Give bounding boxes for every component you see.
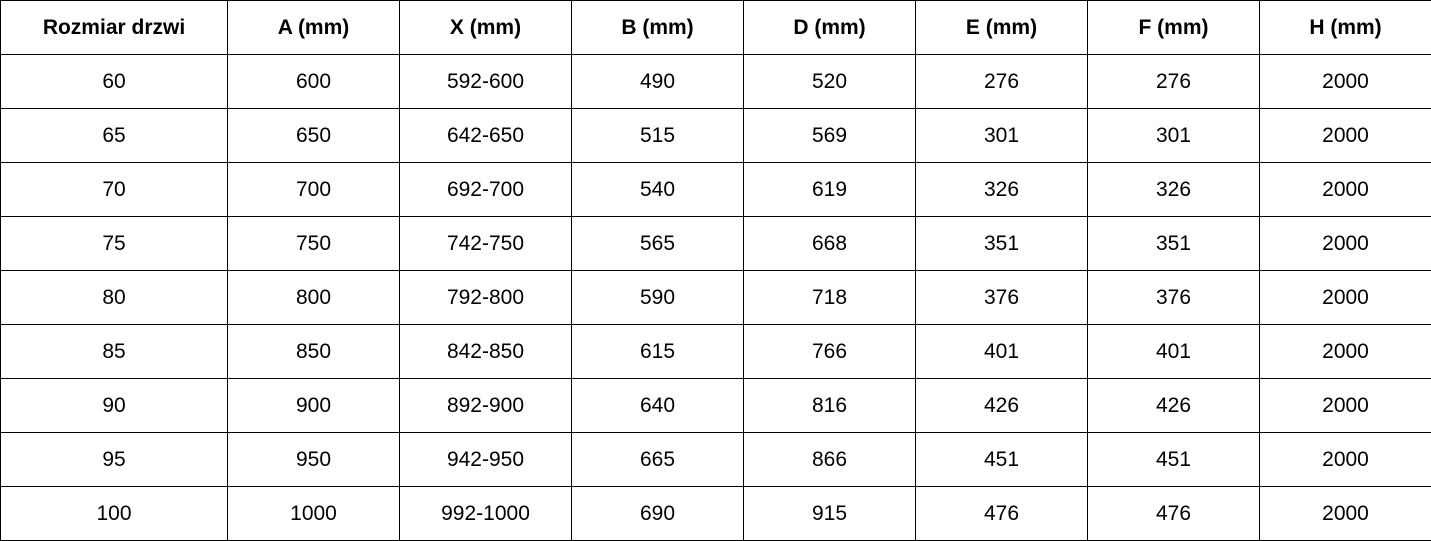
table-cell: 100 [0, 486, 228, 541]
table-row: 70 700 692-700 540 619 326 326 2000 [0, 162, 1431, 217]
table-cell: 2000 [1259, 162, 1431, 217]
table-cell: 451 [915, 432, 1088, 487]
table-cell: 816 [743, 378, 916, 433]
table-row: 100 1000 992-1000 690 915 476 476 2000 [0, 486, 1431, 541]
table-cell: 476 [915, 486, 1088, 541]
table-cell: 2000 [1259, 270, 1431, 325]
table-cell: 85 [0, 324, 228, 379]
column-header: Rozmiar drzwi [0, 0, 228, 55]
table-row: 95 950 942-950 665 866 451 451 2000 [0, 432, 1431, 487]
column-header: F (mm) [1087, 0, 1260, 55]
table-cell: 426 [915, 378, 1088, 433]
table-cell: 900 [227, 378, 400, 433]
table-cell: 70 [0, 162, 228, 217]
table-cell: 301 [1087, 108, 1260, 163]
table-cell: 992-1000 [399, 486, 572, 541]
table-cell: 750 [227, 216, 400, 271]
table-cell: 700 [227, 162, 400, 217]
table-cell: 592-600 [399, 54, 572, 109]
table-cell: 351 [1087, 216, 1260, 271]
column-header: A (mm) [227, 0, 400, 55]
table-cell: 326 [1087, 162, 1260, 217]
table-cell: 376 [1087, 270, 1260, 325]
table-cell: 65 [0, 108, 228, 163]
table-cell: 642-650 [399, 108, 572, 163]
table-cell: 540 [571, 162, 744, 217]
table-cell: 565 [571, 216, 744, 271]
table-row: 65 650 642-650 515 569 301 301 2000 [0, 108, 1431, 163]
table-cell: 590 [571, 270, 744, 325]
table-cell: 1000 [227, 486, 400, 541]
table-cell: 650 [227, 108, 400, 163]
table-cell: 301 [915, 108, 1088, 163]
table-row: 90 900 892-900 640 816 426 426 2000 [0, 378, 1431, 433]
table-cell: 2000 [1259, 378, 1431, 433]
table-cell: 451 [1087, 432, 1260, 487]
table-cell: 866 [743, 432, 916, 487]
column-header: D (mm) [743, 0, 916, 55]
table-cell: 351 [915, 216, 1088, 271]
table-row: 80 800 792-800 590 718 376 376 2000 [0, 270, 1431, 325]
table-cell: 742-750 [399, 216, 572, 271]
table-row: 60 600 592-600 490 520 276 276 2000 [0, 54, 1431, 109]
table-cell: 2000 [1259, 108, 1431, 163]
header-row: Rozmiar drzwi A (mm) X (mm) B (mm) D (mm) E (… [0, 0, 1431, 55]
table-cell: 401 [1087, 324, 1260, 379]
table-cell: 668 [743, 216, 916, 271]
table-cell: 60 [0, 54, 228, 109]
table-cell: 490 [571, 54, 744, 109]
table-cell: 800 [227, 270, 400, 325]
table-cell: 276 [1087, 54, 1260, 109]
table-cell: 718 [743, 270, 916, 325]
table-cell: 600 [227, 54, 400, 109]
table-cell: 569 [743, 108, 916, 163]
column-header: B (mm) [571, 0, 744, 55]
column-header: E (mm) [915, 0, 1088, 55]
table-cell: 2000 [1259, 324, 1431, 379]
table-cell: 615 [571, 324, 744, 379]
table-cell: 90 [0, 378, 228, 433]
table-cell: 276 [915, 54, 1088, 109]
table-cell: 942-950 [399, 432, 572, 487]
table-cell: 915 [743, 486, 916, 541]
table-cell: 80 [0, 270, 228, 325]
table-cell: 2000 [1259, 486, 1431, 541]
table-cell: 476 [1087, 486, 1260, 541]
table-cell: 401 [915, 324, 1088, 379]
table-cell: 619 [743, 162, 916, 217]
table-cell: 515 [571, 108, 744, 163]
table-cell: 850 [227, 324, 400, 379]
table-row: 75 750 742-750 565 668 351 351 2000 [0, 216, 1431, 271]
table-cell: 690 [571, 486, 744, 541]
table-cell: 692-700 [399, 162, 572, 217]
table-cell: 2000 [1259, 432, 1431, 487]
table-cell: 792-800 [399, 270, 572, 325]
table-cell: 2000 [1259, 54, 1431, 109]
table-cell: 520 [743, 54, 916, 109]
table-cell: 2000 [1259, 216, 1431, 271]
table-cell: 892-900 [399, 378, 572, 433]
table-row: 85 850 842-850 615 766 401 401 2000 [0, 324, 1431, 379]
column-header: X (mm) [399, 0, 572, 55]
table-cell: 95 [0, 432, 228, 487]
table-body: 60 600 592-600 490 520 276 276 2000 65 650 642-650… [0, 54, 1431, 541]
table-cell: 766 [743, 324, 916, 379]
table-cell: 640 [571, 378, 744, 433]
table-cell: 376 [915, 270, 1088, 325]
table-cell: 950 [227, 432, 400, 487]
table-cell: 665 [571, 432, 744, 487]
table-cell: 75 [0, 216, 228, 271]
column-header: H (mm) [1259, 0, 1431, 55]
table-cell: 842-850 [399, 324, 572, 379]
table-cell: 326 [915, 162, 1088, 217]
table-cell: 426 [1087, 378, 1260, 433]
